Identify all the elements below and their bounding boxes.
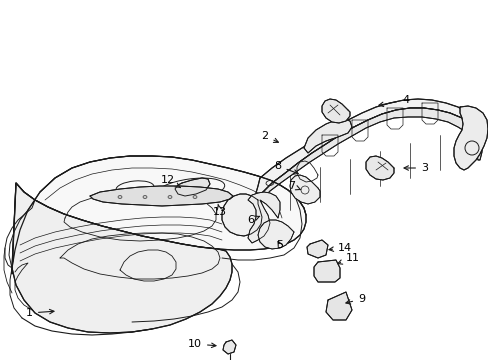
Text: 5: 5 bbox=[276, 240, 283, 250]
Ellipse shape bbox=[142, 195, 147, 198]
Text: 7: 7 bbox=[288, 181, 300, 191]
Text: 6: 6 bbox=[246, 215, 259, 225]
Text: 14: 14 bbox=[328, 243, 351, 253]
Polygon shape bbox=[325, 292, 351, 320]
Polygon shape bbox=[289, 175, 319, 204]
Polygon shape bbox=[256, 99, 481, 200]
Polygon shape bbox=[175, 178, 209, 196]
Ellipse shape bbox=[193, 195, 197, 198]
Text: 11: 11 bbox=[337, 253, 359, 264]
Text: 13: 13 bbox=[213, 204, 226, 217]
Text: 2: 2 bbox=[261, 131, 278, 143]
Text: 8: 8 bbox=[274, 161, 298, 174]
Polygon shape bbox=[12, 183, 231, 333]
Text: 1: 1 bbox=[26, 308, 54, 318]
Polygon shape bbox=[321, 99, 349, 123]
Polygon shape bbox=[304, 119, 351, 153]
Text: 4: 4 bbox=[378, 95, 408, 107]
Polygon shape bbox=[90, 186, 232, 206]
Polygon shape bbox=[223, 340, 236, 354]
Ellipse shape bbox=[168, 195, 172, 198]
Polygon shape bbox=[258, 220, 293, 249]
Polygon shape bbox=[258, 108, 481, 207]
Polygon shape bbox=[222, 194, 262, 236]
Polygon shape bbox=[247, 192, 280, 243]
Text: 3: 3 bbox=[403, 163, 427, 173]
Text: 10: 10 bbox=[187, 339, 216, 349]
Polygon shape bbox=[313, 260, 339, 282]
Ellipse shape bbox=[118, 195, 122, 198]
Text: 9: 9 bbox=[345, 294, 365, 304]
Text: 12: 12 bbox=[161, 175, 180, 188]
Polygon shape bbox=[306, 240, 327, 258]
Polygon shape bbox=[365, 156, 393, 180]
Polygon shape bbox=[12, 156, 305, 274]
Polygon shape bbox=[453, 106, 487, 170]
